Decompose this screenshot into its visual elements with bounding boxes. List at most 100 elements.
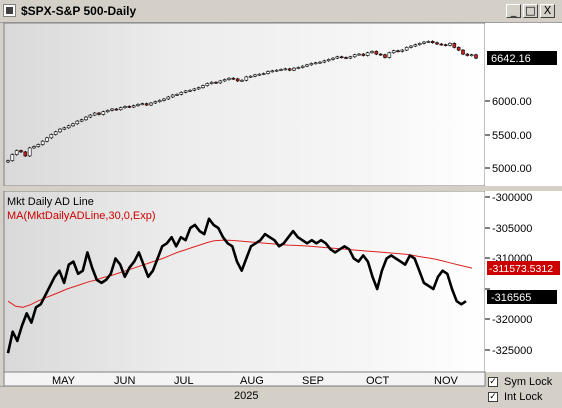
candle-body <box>348 56 353 59</box>
candle-body <box>253 74 257 77</box>
candle-body <box>244 76 249 81</box>
candle-body <box>183 90 188 93</box>
candle-body <box>287 68 292 71</box>
close-button[interactable]: X <box>540 4 555 18</box>
month-label: JUL <box>174 375 194 387</box>
int-lock-checkbox[interactable]: ✓ <box>488 392 498 402</box>
indicator-axis <box>485 191 562 372</box>
candle-body <box>240 79 244 82</box>
candle-body <box>309 63 314 66</box>
candle-body <box>88 114 93 118</box>
chart-area[interactable]: 6000.00 5500.00 5000.00 6642.16 -300000 … <box>0 22 562 407</box>
minimize-button[interactable]: _ <box>506 4 521 18</box>
candle-body <box>465 53 470 56</box>
candle-body <box>6 160 10 163</box>
candle-body <box>374 51 379 55</box>
candle-body <box>283 68 288 71</box>
candle-body <box>62 127 67 130</box>
candle-body <box>101 111 106 115</box>
candle-body <box>391 50 396 54</box>
candle-body <box>456 47 461 51</box>
candle-body <box>452 43 457 48</box>
month-label: AUG <box>240 375 264 387</box>
price-candles <box>6 40 478 163</box>
panel-divider[interactable] <box>0 186 562 191</box>
indicator-label[interactable]: Mkt Daily AD Line <box>7 196 94 208</box>
candle-body <box>19 150 23 153</box>
price-axis <box>485 23 562 186</box>
candle-body <box>157 100 162 102</box>
candle-body <box>105 110 110 113</box>
month-label: MAY <box>52 375 76 387</box>
candle-body <box>383 54 387 58</box>
candle-body <box>326 59 331 62</box>
candle-body <box>123 106 127 109</box>
candle-body <box>378 53 383 56</box>
candle-body <box>474 54 478 59</box>
year-label: 2025 <box>234 390 259 402</box>
chart-app-icon[interactable] <box>3 4 16 17</box>
candle-body <box>144 103 149 106</box>
candle-body <box>131 105 136 108</box>
candle-body <box>27 147 32 157</box>
candle-body <box>274 69 279 72</box>
candle-body <box>270 70 275 73</box>
candle-body <box>322 60 327 63</box>
candle-body <box>422 41 426 44</box>
candle-body <box>331 57 335 60</box>
bottom-bar: 2025 <box>0 386 485 408</box>
candle-body <box>192 88 197 91</box>
candle-body <box>352 54 357 58</box>
int-lock-label[interactable]: Int Lock <box>504 391 543 403</box>
price-tick-label: 5000.00 <box>492 163 532 175</box>
candle-body <box>40 140 45 145</box>
candle-body <box>261 73 266 75</box>
month-label: JUN <box>114 375 135 387</box>
month-label: OCT <box>366 375 390 387</box>
candle-body <box>201 85 205 88</box>
window-title: $SPX-S&P 500-Daily <box>21 4 137 18</box>
indicator-tick-label: -305000 <box>492 223 532 235</box>
candle-body <box>370 51 374 54</box>
candle-body <box>45 137 49 142</box>
candle-body <box>32 146 36 149</box>
last-ad-badge <box>487 290 557 304</box>
ma-value-label: -311573.5312 <box>489 263 553 275</box>
candle-body <box>409 45 413 48</box>
candle-body <box>118 107 123 111</box>
candle-body <box>214 81 218 84</box>
candle-body <box>66 125 71 129</box>
candle-body <box>92 112 97 116</box>
candle-body <box>305 64 309 67</box>
price-panel[interactable] <box>3 22 486 187</box>
candle-body <box>175 94 179 96</box>
candle-body <box>235 78 240 82</box>
candle-body <box>140 103 145 105</box>
candle-body <box>218 80 223 84</box>
indicator-panel[interactable] <box>3 190 486 373</box>
candle-body <box>231 77 236 80</box>
sym-lock-checkbox[interactable]: ✓ <box>488 377 498 387</box>
candle-body <box>71 123 75 127</box>
candle-body <box>279 69 283 71</box>
candle-body <box>136 104 140 106</box>
candle-body <box>469 54 474 57</box>
candle-body <box>426 41 431 43</box>
candle-body <box>300 65 305 68</box>
candle-body <box>162 98 166 101</box>
candle-body <box>396 50 400 53</box>
candle-body <box>335 56 340 59</box>
candle-body <box>461 49 465 55</box>
candle-body <box>97 112 101 115</box>
candle-body <box>153 101 158 104</box>
maximize-button[interactable]: □ <box>523 4 538 18</box>
candle-body <box>339 56 344 59</box>
candle-body <box>179 91 184 95</box>
candle-body <box>170 94 175 98</box>
ad-line <box>6 217 467 354</box>
candle-body <box>79 119 84 122</box>
sym-lock-label[interactable]: Sym Lock <box>504 376 553 388</box>
last-price-label: 6642.16 <box>491 53 531 65</box>
ma-label[interactable]: MA(MktDailyADLine,30,0,Exp) <box>7 210 156 222</box>
candle-body <box>292 67 296 71</box>
